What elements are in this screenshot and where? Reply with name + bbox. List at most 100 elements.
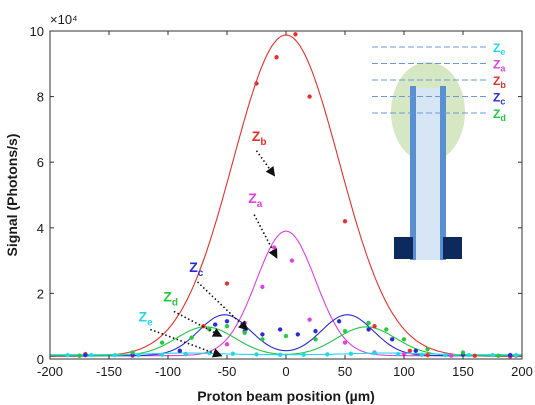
data-point-Z_a bbox=[449, 353, 454, 358]
curve-annotations: Zb Za Zc Zd Ze bbox=[139, 128, 278, 358]
data-point-Z_e bbox=[254, 352, 259, 357]
data-point-Z_e bbox=[230, 351, 236, 356]
data-point-Z_b bbox=[425, 352, 430, 358]
data-point-Z_d bbox=[283, 333, 289, 339]
data-point-Z_b bbox=[407, 348, 413, 353]
data-point-Z_e bbox=[466, 352, 472, 358]
y-tick-label: 10 bbox=[30, 24, 44, 39]
data-point-Z_d bbox=[366, 320, 371, 326]
data-point-Z_d bbox=[260, 337, 265, 342]
y-tick-label: 8 bbox=[37, 90, 44, 105]
data-point-Z_d bbox=[130, 350, 135, 355]
data-point-Z_d bbox=[401, 337, 407, 342]
x-tick-label: 200 bbox=[511, 364, 533, 379]
y-axis-exponent: ×10⁴ bbox=[50, 12, 78, 27]
annotation-arrow-Z_b bbox=[255, 150, 276, 177]
data-point-Z_b bbox=[372, 324, 377, 329]
data-point-Z_b bbox=[293, 32, 298, 37]
data-point-Z_d bbox=[313, 337, 318, 342]
x-tick-label: 0 bbox=[282, 364, 289, 379]
inset-level-label-d: Zd bbox=[493, 107, 506, 123]
inset-electrode-left bbox=[410, 86, 416, 260]
data-point-Z_e bbox=[443, 352, 448, 358]
annotation-label-Z_b: Zb bbox=[252, 128, 267, 148]
inset-electrode-right bbox=[440, 86, 446, 260]
data-point-Z_d bbox=[460, 350, 466, 355]
data-point-Z_a bbox=[224, 342, 230, 347]
x-tick-label: -150 bbox=[96, 364, 122, 379]
data-point-Z_c bbox=[336, 319, 342, 324]
x-tick-label: -200 bbox=[37, 364, 63, 379]
inset-level-label-b: Zb bbox=[493, 74, 506, 90]
data-point-Z_e bbox=[136, 352, 141, 358]
data-point-Z_b bbox=[254, 81, 259, 86]
data-point-Z_b bbox=[342, 219, 348, 224]
data-point-Z_e bbox=[277, 352, 283, 357]
data-point-Z_d bbox=[189, 335, 194, 340]
data-point-Z_c bbox=[313, 328, 318, 334]
y-tick-label: 6 bbox=[37, 155, 44, 170]
data-point-Z_d bbox=[159, 340, 165, 345]
inset-gap bbox=[415, 88, 443, 260]
x-axis-ticks: -200 -150 -100 -50 0 50 100 150 200 bbox=[37, 31, 533, 379]
data-point-Z_a bbox=[401, 351, 407, 357]
data-point-Z_c bbox=[508, 352, 513, 358]
annotation-arrow-Z_e bbox=[150, 328, 223, 358]
data-point-Z_b bbox=[224, 281, 230, 286]
inset-base-left bbox=[394, 237, 413, 259]
x-tick-label: 50 bbox=[338, 364, 352, 379]
data-point-Z_e bbox=[65, 352, 70, 358]
annotation-label-Z_c: Zc bbox=[189, 259, 204, 279]
x-tick-label: -100 bbox=[155, 364, 181, 379]
data-point-Z_e bbox=[372, 350, 377, 356]
data-point-Z_a bbox=[342, 340, 348, 345]
data-point-Z_e bbox=[490, 352, 495, 358]
data-point-Z_c bbox=[460, 352, 466, 357]
annotation-label-Z_a: Za bbox=[248, 190, 263, 210]
annotation-arrow-Z_d bbox=[173, 310, 223, 337]
data-point-Z_d bbox=[496, 353, 501, 358]
x-tick-label: 100 bbox=[393, 364, 415, 379]
data-point-Z_d bbox=[207, 327, 212, 332]
data-point-Z_a bbox=[260, 284, 265, 290]
inset-level-label-a: Za bbox=[493, 58, 506, 74]
data-point-Z_a bbox=[289, 258, 295, 263]
data-point-Z_d bbox=[384, 327, 389, 332]
data-point-Z_b bbox=[472, 353, 477, 358]
fit-curve-Z_d bbox=[50, 326, 522, 357]
data-point-Z_e bbox=[89, 352, 94, 358]
inset-level-label-c: Zc bbox=[493, 91, 505, 107]
data-point-Z_b bbox=[307, 94, 312, 99]
data-point-Z_c bbox=[130, 352, 135, 357]
data-point-Z_c bbox=[390, 337, 395, 342]
annotation-arrow-Z_c bbox=[196, 281, 249, 331]
data-point-Z_e bbox=[112, 352, 118, 358]
x-tick-label: -50 bbox=[218, 364, 237, 379]
data-point-Z_e bbox=[395, 351, 401, 357]
data-point-Z_d bbox=[342, 328, 348, 334]
data-point-Z_e bbox=[325, 352, 330, 357]
data-point-Z_c bbox=[83, 352, 88, 358]
data-point-Z_c bbox=[213, 322, 218, 327]
y-tick-label: 4 bbox=[37, 221, 44, 236]
data-point-Z_b bbox=[274, 55, 279, 60]
x-axis-label: Proton beam position (µm) bbox=[197, 388, 375, 404]
data-point-Z_a bbox=[307, 317, 312, 322]
data-point-Z_c bbox=[295, 332, 300, 337]
data-point-Z_d bbox=[224, 324, 230, 329]
data-point-Z_c bbox=[224, 319, 230, 324]
data-point-Z_a bbox=[272, 245, 277, 250]
data-point-Z_e bbox=[513, 352, 519, 358]
data-point-Z_c bbox=[366, 327, 371, 332]
data-point-Z_c bbox=[177, 348, 182, 353]
data-point-Z_c bbox=[413, 348, 418, 353]
y-axis-label: Signal (Photons/s) bbox=[4, 134, 20, 257]
annotation-arrow-Z_a bbox=[253, 214, 278, 259]
y-tick-label: 2 bbox=[37, 286, 44, 301]
data-point-Z_c bbox=[260, 332, 265, 337]
data-point-Z_e bbox=[301, 352, 306, 357]
data-point-Z_e bbox=[183, 351, 188, 357]
data-point-Z_e bbox=[419, 352, 424, 357]
